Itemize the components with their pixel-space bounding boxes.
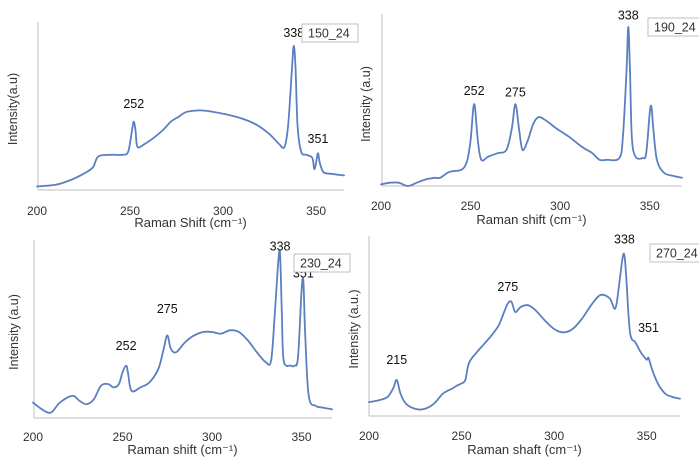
x-tick-label: 200: [23, 430, 43, 444]
chart-panel-230-24: 200 250 300 350 Raman shift (cm⁻¹) Intensity …: [7, 240, 351, 457]
sample-label-box: [301, 23, 359, 43]
x-tick-label: 250: [452, 429, 472, 443]
chart-panel-150-24: 200 250 300 350 Raman Shift (cm⁻¹) Intensity(…: [6, 22, 359, 230]
peak-label: 351: [308, 132, 329, 146]
x-tick-label: 350: [292, 430, 312, 444]
peak-label: 275: [497, 280, 518, 294]
chart-panel-270-24: 200 250 300 350 Raman shaft (cm⁻¹) Intensity …: [347, 232, 699, 457]
peak-label: 215: [386, 353, 407, 367]
x-tick-label: 300: [202, 430, 222, 444]
x-tick-label: 300: [544, 429, 564, 443]
sample-label: 190_24: [654, 21, 696, 35]
sample-label-box: [293, 253, 351, 273]
sample-label: 150_24: [308, 27, 350, 41]
y-axis-title: Intensity (a.u): [359, 66, 373, 142]
spectrum-line: [32, 249, 333, 414]
spectrum-line: [36, 44, 345, 188]
x-tick-label: 200: [371, 199, 391, 213]
chart-panel-190-24: 200 250 300 350 Raman shift (cm⁻¹) Intensity …: [359, 9, 699, 227]
sample-label: 230_24: [300, 257, 342, 271]
y-axis-title: Intensity (a.u): [7, 294, 21, 370]
x-axis-title: Raman shift (cm⁻¹): [127, 442, 237, 457]
sample-label-box: [647, 17, 699, 37]
x-axis-title: Raman shift (cm⁻¹): [476, 212, 586, 227]
peak-label: 338: [618, 9, 639, 23]
x-axis-title: Raman Shift (cm⁻¹): [134, 215, 246, 230]
y-axis-title: Intensity (a.u.): [347, 289, 361, 368]
peak-label: 338: [614, 232, 635, 246]
x-tick-label: 250: [120, 204, 140, 218]
peak-label: 338: [283, 26, 304, 40]
x-axis-title: Raman shaft (cm⁻¹): [467, 442, 582, 457]
peak-label: 252: [464, 84, 485, 98]
peak-label: 338: [270, 240, 291, 254]
x-tick-label: 300: [550, 199, 570, 213]
x-tick-label: 250: [113, 430, 133, 444]
spectrum-line: [380, 26, 683, 187]
spectrum-line: [368, 252, 681, 411]
x-tick-label: 350: [637, 429, 657, 443]
sample-label-box: [649, 243, 699, 263]
peak-label: 351: [638, 321, 659, 335]
x-tick-label: 350: [640, 199, 660, 213]
peak-label: 252: [116, 339, 137, 353]
y-axis-title: Intensity(a.u): [6, 73, 20, 145]
x-tick-label: 300: [213, 204, 233, 218]
peak-label: 252: [123, 97, 144, 111]
x-tick-label: 350: [306, 204, 326, 218]
x-tick-label: 200: [27, 204, 47, 218]
x-tick-label: 250: [461, 199, 481, 213]
peak-label: 275: [157, 302, 178, 316]
peak-label: 275: [505, 86, 526, 100]
x-tick-label: 200: [359, 429, 379, 443]
sample-label: 270_24: [656, 247, 698, 261]
